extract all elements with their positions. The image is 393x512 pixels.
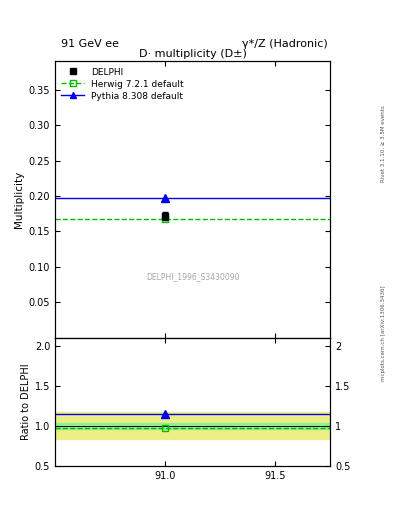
Bar <box>55 412 330 439</box>
Y-axis label: Multiplicity: Multiplicity <box>15 171 24 228</box>
Title: D· multiplicity (D±): D· multiplicity (D±) <box>139 49 246 59</box>
Text: Rivet 3.1.10, ≥ 3.5M events: Rivet 3.1.10, ≥ 3.5M events <box>381 105 386 182</box>
Text: DELPHI_1996_S3430090: DELPHI_1996_S3430090 <box>146 272 239 282</box>
Text: 91 GeV ee: 91 GeV ee <box>61 38 119 49</box>
Y-axis label: Ratio to DELPHI: Ratio to DELPHI <box>20 364 31 440</box>
Text: mcplots.cern.ch [arXiv:1306.3436]: mcplots.cern.ch [arXiv:1306.3436] <box>381 285 386 380</box>
Legend: DELPHI, Herwig 7.2.1 default, Pythia 8.308 default: DELPHI, Herwig 7.2.1 default, Pythia 8.3… <box>58 64 187 104</box>
Bar <box>55 423 330 429</box>
Text: γ*/Z (Hadronic): γ*/Z (Hadronic) <box>242 38 328 49</box>
